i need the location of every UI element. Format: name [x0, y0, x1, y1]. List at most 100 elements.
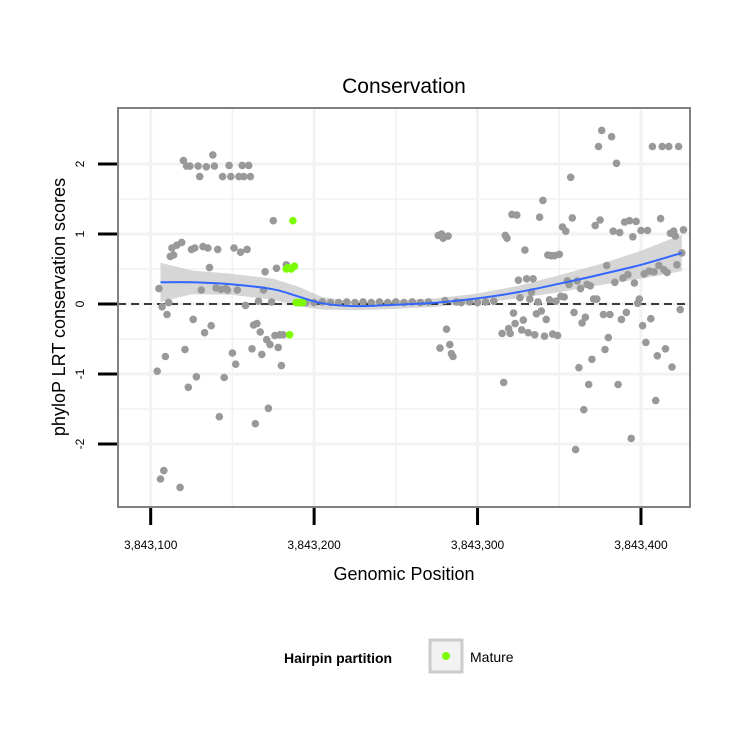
point-other — [246, 172, 255, 181]
point-other — [570, 308, 578, 317]
point-other — [511, 319, 519, 328]
point-other — [553, 331, 562, 340]
point-other — [220, 373, 228, 382]
point-other — [359, 298, 367, 306]
y-tick-label: 0 — [73, 300, 87, 307]
confidence-band-area — [160, 234, 682, 311]
point-other — [205, 263, 214, 272]
point-other — [575, 363, 583, 372]
x-tick-label: 3,843,300 — [451, 538, 505, 552]
point-other — [535, 213, 544, 221]
y-tick-label: 2 — [73, 160, 87, 167]
point-other — [568, 214, 577, 222]
point-other — [218, 172, 227, 181]
point-other — [650, 268, 658, 276]
point-other — [184, 383, 193, 392]
x-axis: 3,843,100 3,843,200 3,843,300 3,843,400 — [124, 508, 668, 552]
point-other — [599, 310, 608, 319]
point-other — [663, 268, 671, 277]
point-other — [596, 216, 604, 224]
point-other — [593, 295, 601, 303]
point-other — [153, 367, 161, 376]
point-other — [612, 159, 621, 168]
point-other — [588, 355, 596, 364]
data-points — [153, 126, 688, 492]
point-other — [424, 298, 433, 306]
x-tick-label: 3,843,100 — [124, 538, 178, 552]
point-other — [647, 314, 655, 323]
point-other — [526, 295, 534, 303]
point-other — [248, 345, 256, 353]
point-other — [509, 309, 518, 317]
point-other — [607, 132, 616, 141]
point-other — [629, 233, 637, 241]
point-other — [514, 276, 523, 285]
point-other — [264, 404, 273, 413]
point-other — [481, 298, 490, 306]
point-other — [503, 234, 511, 242]
point-other — [230, 244, 238, 252]
point-other — [204, 244, 212, 252]
legend-title: Hairpin partition — [284, 650, 392, 666]
point-other — [584, 380, 593, 389]
point-mature — [298, 298, 307, 307]
point-other — [490, 297, 498, 306]
point-other — [164, 298, 173, 307]
point-other — [233, 286, 242, 294]
point-other — [542, 315, 550, 324]
point-other — [624, 270, 632, 279]
point-other — [277, 361, 286, 370]
point-other — [197, 286, 206, 294]
point-other — [266, 340, 274, 349]
point-other — [446, 340, 454, 349]
point-other — [191, 244, 199, 252]
point-other — [516, 293, 524, 302]
point-other — [192, 373, 201, 381]
point-other — [269, 216, 278, 225]
point-other — [601, 345, 609, 354]
point-other — [655, 261, 663, 270]
point-other — [251, 419, 260, 428]
point-other — [253, 319, 261, 328]
point-other — [653, 352, 662, 360]
smooth-curve — [160, 251, 683, 308]
y-axis: -2 -1 0 1 2 — [73, 160, 117, 449]
point-other — [343, 298, 351, 306]
point-other — [207, 321, 215, 330]
point-other — [209, 151, 217, 159]
point-other — [240, 172, 248, 181]
point-other — [625, 216, 634, 225]
point-other — [169, 251, 178, 259]
point-other — [498, 329, 506, 338]
point-mature — [289, 216, 297, 225]
y-tick-label: 1 — [73, 230, 87, 237]
point-other — [272, 264, 281, 273]
point-other — [499, 378, 508, 387]
point-other — [594, 142, 603, 151]
point-other — [238, 161, 246, 170]
point-other — [210, 162, 219, 170]
point-other — [513, 211, 521, 219]
point-other — [679, 226, 688, 234]
point-other — [604, 333, 613, 342]
point-other — [522, 275, 531, 283]
legend: Hairpin partition Mature — [284, 638, 514, 674]
point-other — [673, 261, 681, 269]
point-other — [537, 307, 546, 315]
y-tick-label: -1 — [73, 368, 87, 379]
point-other — [566, 173, 575, 182]
point-other — [540, 332, 549, 341]
point-other — [651, 396, 660, 405]
point-other — [552, 297, 560, 306]
legend-label-mature: Mature — [470, 649, 514, 665]
point-other — [442, 325, 451, 334]
point-other — [578, 319, 586, 327]
legend-mature-dot — [442, 652, 450, 660]
point-mature — [290, 262, 299, 271]
point-other — [611, 278, 619, 287]
point-other — [576, 284, 585, 293]
point-other — [176, 483, 184, 492]
point-other — [261, 268, 269, 276]
point-other — [227, 172, 235, 181]
